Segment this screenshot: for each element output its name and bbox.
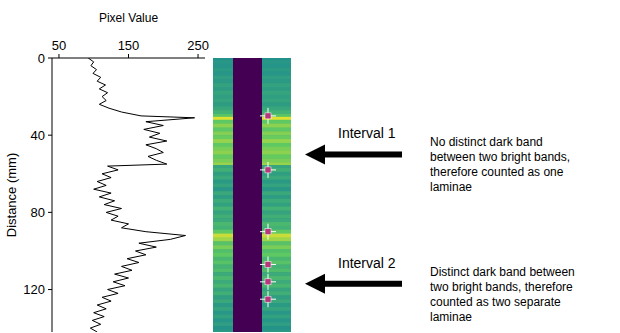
annotation-arrow bbox=[305, 144, 402, 164]
arrow-head bbox=[305, 144, 325, 164]
annotation-text: between two bright bands, bbox=[430, 150, 570, 164]
y-axis-line bbox=[52, 58, 53, 332]
y-tick-label: 120 bbox=[23, 282, 45, 297]
y-tick-label: 0 bbox=[38, 51, 45, 66]
profile-line bbox=[88, 58, 194, 332]
core-hole bbox=[233, 58, 262, 332]
arrow-head bbox=[305, 274, 325, 294]
x-tick-label: 150 bbox=[118, 38, 140, 53]
annotation-text: No distinct dark band bbox=[430, 135, 543, 149]
lamina-pick bbox=[260, 256, 276, 272]
x-tick-label: 250 bbox=[187, 38, 209, 53]
x-axis-label: Pixel Value bbox=[99, 11, 158, 25]
lamina-pick bbox=[260, 291, 276, 307]
strip-background bbox=[213, 58, 291, 332]
annotation-label: Interval 1 bbox=[338, 125, 396, 141]
annotations: Interval 1 No distinct dark bandbetween t… bbox=[305, 125, 575, 323]
profile-axes: 50 150 250 Pixel Value 0 40 80 120 Distance (mm) bbox=[4, 11, 209, 332]
y-axis-label: Distance (mm) bbox=[4, 153, 19, 238]
annotation-text: counted as two separate bbox=[430, 295, 561, 309]
profile-plot bbox=[88, 58, 194, 332]
annotation-text: laminae bbox=[430, 310, 472, 324]
lamina-pick bbox=[260, 274, 276, 290]
lamina-pick bbox=[260, 162, 276, 178]
pick-marker bbox=[265, 279, 271, 285]
annotation-text: Distinct dark band between bbox=[430, 265, 575, 279]
y-tick-label: 80 bbox=[31, 205, 45, 220]
x-tick bbox=[58, 54, 59, 58]
annotation-text: therefore counted as one bbox=[430, 165, 564, 179]
y-tick bbox=[48, 58, 52, 59]
lamina-pick bbox=[260, 224, 276, 240]
y-tick bbox=[48, 135, 52, 136]
pick-marker bbox=[265, 261, 271, 267]
pick-marker bbox=[265, 167, 271, 173]
x-tick bbox=[198, 54, 199, 58]
pick-marker bbox=[265, 229, 271, 235]
y-tick bbox=[48, 289, 52, 290]
annotation-text: two bright bands, therefore bbox=[430, 280, 573, 294]
pick-marker bbox=[265, 296, 271, 302]
annotation-label: Interval 2 bbox=[338, 255, 396, 271]
y-tick bbox=[48, 212, 52, 213]
pick-marker bbox=[265, 113, 271, 119]
annotation-text: laminae bbox=[430, 180, 472, 194]
x-tick-label: 50 bbox=[52, 38, 66, 53]
y-tick-label: 40 bbox=[31, 128, 45, 143]
x-tick bbox=[128, 54, 129, 58]
lamina-pick bbox=[260, 108, 276, 124]
figure: 50 150 250 Pixel Value 0 40 80 120 Distance (mm)… bbox=[0, 0, 620, 333]
arrow-shaft bbox=[322, 281, 402, 287]
image-strip bbox=[213, 58, 291, 332]
annotation-arrow bbox=[305, 274, 402, 294]
arrow-shaft bbox=[322, 151, 402, 157]
